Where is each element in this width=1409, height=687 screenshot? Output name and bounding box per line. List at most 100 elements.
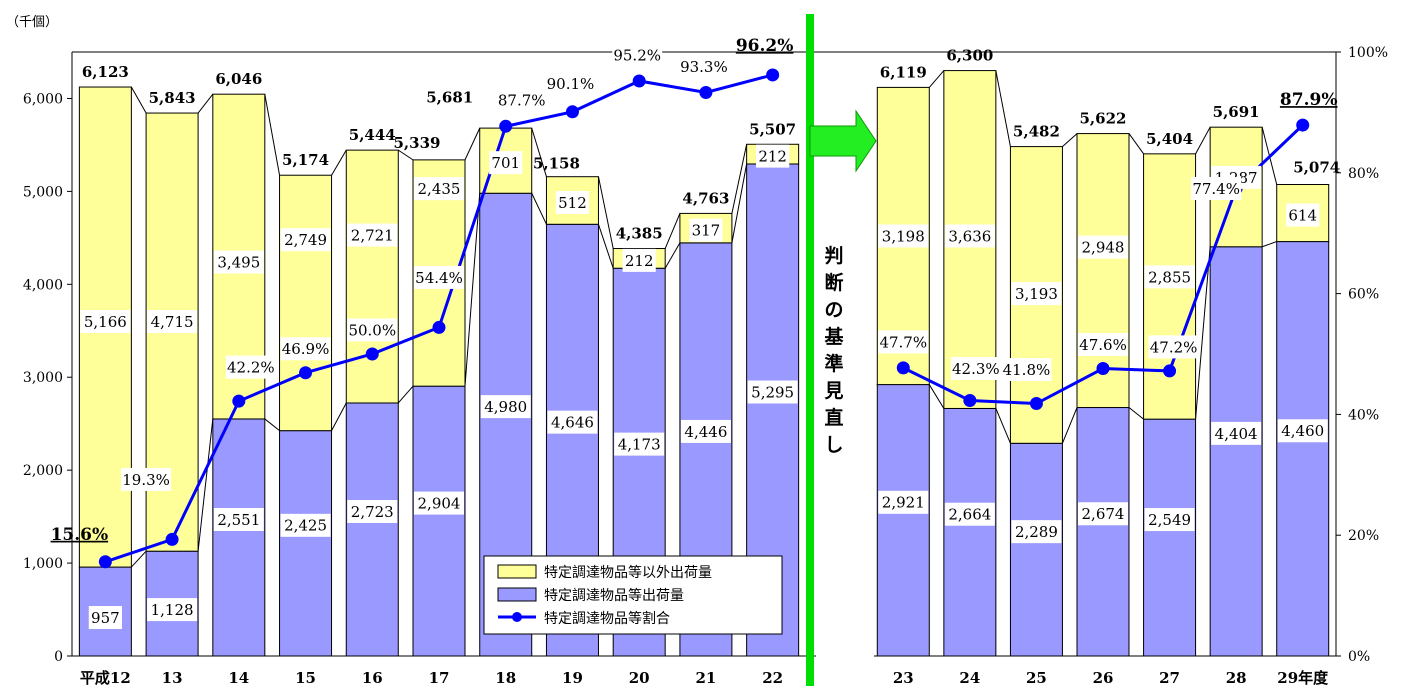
other-label-bg (878, 224, 929, 248)
specified-label-bg (1011, 520, 1062, 544)
ratio-label-bg (1191, 177, 1242, 201)
ratio-value-label: 47.6% (1079, 336, 1127, 354)
specified-value-label: 4,404 (1215, 425, 1258, 443)
x-tick-label: 20 (629, 669, 650, 687)
ratio-label-bg (612, 43, 663, 67)
ratio-label-bg (496, 88, 547, 112)
specified-value-label: 2,551 (217, 511, 260, 529)
other-label-bg (414, 177, 464, 201)
bar-specified (876, 384, 930, 657)
x-tick-label: 21 (695, 669, 716, 687)
ratio-value-label: 95.2% (613, 46, 661, 64)
specified-label-bg (747, 380, 798, 404)
x-tick-label: 26 (1093, 669, 1114, 687)
segment-connector (1195, 246, 1211, 420)
ratio-label-bg (121, 467, 172, 491)
specified-value-label: 2,425 (284, 517, 327, 535)
other-label-bg (944, 224, 995, 248)
total-connector (731, 144, 748, 214)
ratio-point (232, 394, 246, 408)
segment-connector (1128, 407, 1144, 420)
total-value-label: 5,339 (394, 134, 441, 152)
legend-marker-ratio (512, 612, 522, 622)
other-value-label: 5,166 (84, 313, 127, 331)
other-label-bg (1078, 235, 1128, 259)
specified-label-bg (280, 513, 331, 537)
x-tick-label: 24 (959, 669, 980, 687)
ratio-point (499, 119, 513, 133)
y-tick-label: 3,000 (23, 370, 63, 386)
ratio-label-bg (678, 54, 729, 78)
ratio-label-bg (1148, 335, 1199, 359)
bar-specified (1009, 442, 1063, 657)
ratio-label-bg (950, 357, 1001, 381)
segment-connector (397, 385, 414, 404)
legend-label-other: 特定調達物品等以外出荷量 (544, 564, 712, 581)
x-tick-label: 22 (762, 669, 783, 687)
specified-value-label: 2,674 (1082, 505, 1125, 523)
other-value-label: 2,855 (1148, 268, 1191, 286)
x-tick-label: 29年度 (1277, 669, 1329, 687)
y-tick-label: 2,000 (23, 463, 63, 479)
x-tick-label: 27 (1159, 669, 1180, 687)
other-label-bg (1011, 282, 1062, 306)
total-value-label: 5,622 (1080, 110, 1127, 128)
ratio-label-bg (1078, 332, 1128, 356)
specified-label-bg (547, 410, 598, 434)
y-tick-label: 6,000 (23, 91, 63, 107)
x-tick-label: 15 (295, 669, 316, 687)
bar-specified (1143, 418, 1197, 657)
y2-tick-label: 20% (1348, 528, 1379, 544)
divider-char: 判 (824, 245, 843, 267)
total-connector (1062, 133, 1078, 147)
segment-connector (664, 242, 681, 269)
ratio-point (365, 347, 379, 361)
ratio-value-label: 42.3% (952, 360, 1000, 378)
specified-value-label: 2,723 (351, 503, 394, 521)
ratio-point (299, 366, 313, 380)
ratio-value-label: 90.1% (547, 75, 595, 93)
other-label-bg (1286, 203, 1320, 227)
y2-tick-label: 40% (1348, 407, 1379, 423)
bar-other (345, 149, 399, 404)
ratio-label-bg (1001, 358, 1052, 382)
total-value-label: 5,404 (1146, 130, 1193, 148)
ratio-value-label: 77.4% (1192, 180, 1240, 198)
specified-label-bg (614, 432, 665, 456)
segment-connector (130, 550, 147, 568)
specified-label-bg (147, 598, 198, 622)
y2-tick-label: 100% (1348, 45, 1388, 61)
specified-value-label: 4,980 (484, 398, 527, 416)
other-value-label: 3,193 (1015, 285, 1058, 303)
other-label-bg (80, 309, 131, 333)
total-connector (464, 127, 481, 161)
ratio-point (432, 320, 446, 334)
other-label-bg (347, 223, 398, 247)
total-value-label: 4,763 (682, 189, 729, 207)
specified-value-label: 4,646 (551, 414, 594, 432)
total-value-label: 6,300 (946, 47, 993, 65)
ratio-point (165, 532, 179, 546)
specified-label-bg (414, 491, 464, 515)
total-value-label: 5,681 (426, 88, 473, 106)
ratio-value-label: 47.7% (879, 333, 927, 351)
specified-label-bg (1211, 421, 1262, 445)
segment-connector (464, 193, 481, 387)
x-tick-label: 23 (893, 669, 914, 687)
divider-char: の (824, 299, 843, 321)
ratio-value-label: 15.6% (51, 525, 109, 545)
total-value-label: 5,843 (149, 89, 196, 107)
ratio-label-bg (545, 72, 596, 96)
other-label-bg (555, 190, 590, 214)
x-tick-label: 25 (1026, 669, 1047, 687)
y2-axis-ticks: 0% 20% 40% 60% 80% 100% (1336, 45, 1388, 665)
specified-value-label: 4,446 (684, 423, 727, 441)
segment-connector (197, 418, 214, 552)
bar-specified (1276, 241, 1330, 657)
bar-connectors (130, 70, 1278, 568)
total-connector (597, 176, 614, 249)
other-value-label: 3,198 (882, 227, 925, 245)
bar-specified (412, 385, 466, 657)
other-label-bg (1144, 265, 1195, 289)
